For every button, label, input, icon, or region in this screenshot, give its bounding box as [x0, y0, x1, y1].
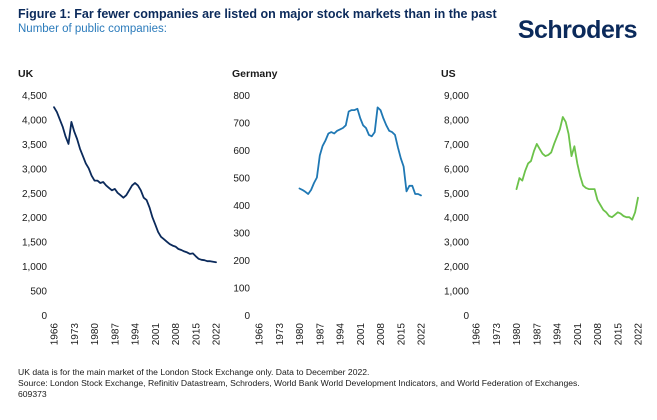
y-tick-label: 9,000 — [444, 91, 469, 102]
y-tick-label: 7,000 — [444, 140, 469, 151]
y-tick-label: 4,000 — [22, 115, 47, 126]
x-tick-label: 1980 — [90, 323, 101, 346]
series-line-uk — [53, 106, 217, 264]
x-tick-label: 2015 — [396, 323, 407, 346]
y-tick-label: 1,000 — [444, 287, 469, 298]
x-tick-label: 2022 — [417, 323, 428, 346]
x-tick-label: 2008 — [593, 323, 604, 346]
x-tick-label: 2008 — [171, 323, 182, 346]
y-tick-label: 5,000 — [444, 189, 469, 200]
y-tick-label: 600 — [233, 146, 250, 157]
y-tick-label: 100 — [233, 284, 250, 295]
x-tick-label: 1987 — [110, 323, 121, 346]
footer-code: 609373 — [18, 389, 47, 399]
x-tick-label: 1973 — [492, 323, 503, 346]
charts-area: UK 4,500 4,000 3,500 3,000 2,500 2,000 1,500 1,0… — [18, 68, 645, 346]
panel-title-germany: Germany — [232, 68, 278, 80]
figure-title: Figure 1: Far fewer companies are listed… — [18, 7, 497, 21]
x-tick-label: 1994 — [336, 323, 347, 346]
y-tick-label: 3,000 — [444, 238, 469, 249]
x-tick-label: 1966 — [472, 323, 483, 346]
x-tick-label: 1994 — [131, 323, 142, 346]
x-tick-label: 2022 — [634, 323, 645, 346]
x-tick-label: 1987 — [532, 323, 543, 346]
x-tick-label: 2022 — [212, 323, 223, 346]
y-tick-label: 0 — [244, 311, 250, 322]
x-tick-label: 2001 — [573, 323, 584, 346]
x-tick-label: 2008 — [376, 323, 387, 346]
y-tick-label: 800 — [233, 91, 250, 102]
series-line-germany — [298, 106, 422, 197]
x-tick-label: 2015 — [191, 323, 202, 346]
y-tick-label: 4,000 — [444, 213, 469, 224]
y-tick-label: 2,000 — [444, 262, 469, 273]
y-tick-label: 400 — [233, 201, 250, 212]
figure-subtitle: Number of public companies: — [18, 23, 167, 35]
y-tick-label: 6,000 — [444, 164, 469, 175]
panel-title-us: US — [441, 68, 456, 80]
x-tick-label: 1980 — [295, 323, 306, 346]
y-tick-label: 500 — [233, 174, 250, 185]
x-tick-label: 1973 — [275, 323, 286, 346]
x-tick-label: 1966 — [255, 323, 266, 346]
y-tick-label: 700 — [233, 119, 250, 130]
x-tick-label: 1973 — [70, 323, 81, 346]
y-tick-label: 500 — [30, 287, 47, 298]
x-tick-label: 2001 — [356, 323, 367, 346]
x-tick-label: 1980 — [512, 323, 523, 346]
series-line-us — [515, 116, 639, 221]
x-tick-label: 1994 — [553, 323, 564, 346]
y-tick-label: 4,500 — [22, 91, 47, 102]
y-tick-label: 3,500 — [22, 140, 47, 151]
y-tick-label: 1,500 — [22, 238, 47, 249]
schroders-logo: Schroders — [517, 16, 638, 44]
x-tick-label: 2015 — [613, 323, 624, 346]
footer: UK data is for the main market of the Lo… — [18, 367, 580, 400]
y-tick-label: 3,000 — [22, 164, 47, 175]
y-tick-label: 300 — [233, 229, 250, 240]
x-tick-label: 1966 — [50, 323, 61, 346]
y-tick-label: 0 — [41, 311, 47, 322]
y-tick-label: 1,000 — [22, 262, 47, 273]
y-tick-label: 0 — [463, 311, 469, 322]
panel-title-uk: UK — [18, 68, 34, 80]
footer-note: UK data is for the main market of the Lo… — [18, 367, 370, 377]
y-tick-label: 2,000 — [22, 213, 47, 224]
y-tick-label: 2,500 — [22, 189, 47, 200]
footer-source: Source: London Stock Exchange, Refinitiv… — [18, 378, 580, 388]
y-tick-label: 8,000 — [444, 115, 469, 126]
x-tick-label: 1987 — [315, 323, 326, 346]
y-tick-label: 200 — [233, 256, 250, 267]
x-tick-label: 2001 — [151, 323, 162, 346]
